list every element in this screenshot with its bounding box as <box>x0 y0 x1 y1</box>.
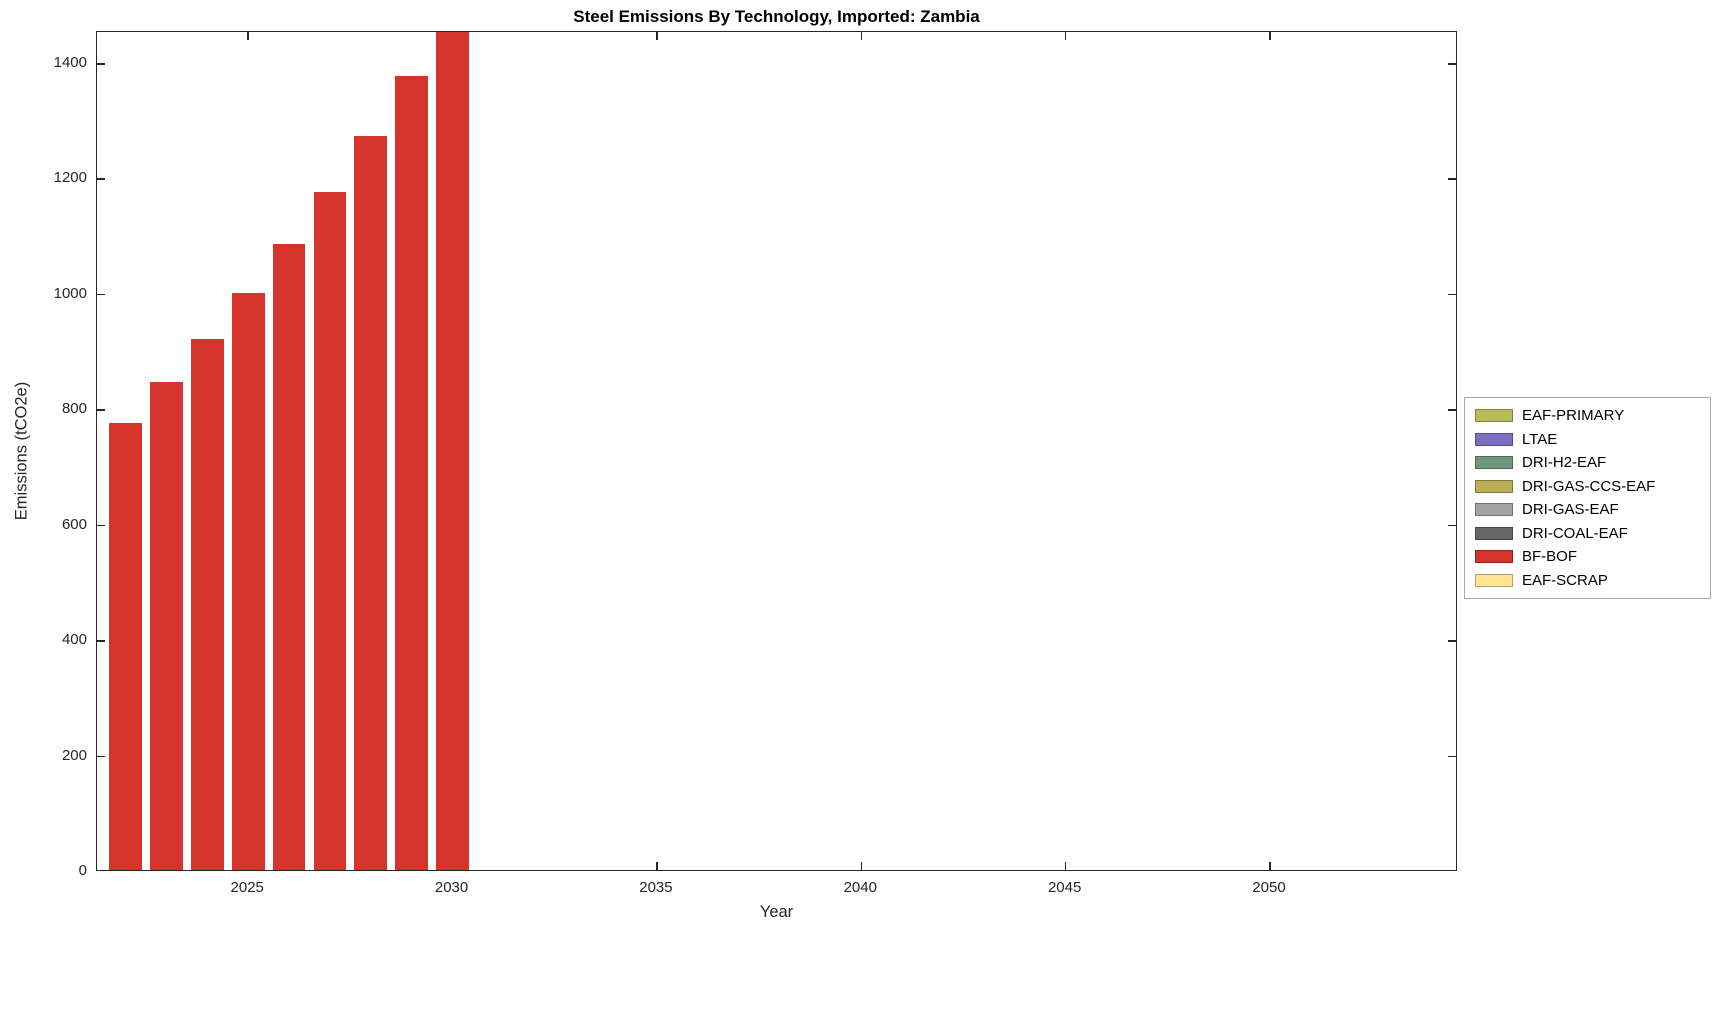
legend-item: EAF-PRIMARY <box>1475 404 1700 428</box>
y-tick-label: 1000 <box>53 284 87 302</box>
bar-bf-bof <box>436 32 469 870</box>
y-tick-mark-right <box>1448 409 1456 411</box>
y-tick-mark-right <box>1448 640 1456 642</box>
bar-bf-bof <box>395 76 429 870</box>
x-tick-mark-top <box>656 32 658 40</box>
legend-label: EAF-PRIMARY <box>1522 407 1625 425</box>
legend-label: DRI-H2-EAF <box>1522 454 1607 472</box>
x-tick-label: 2025 <box>230 879 264 896</box>
bar-bf-bof <box>354 135 388 870</box>
legend-item: DRI-COAL-EAF <box>1475 522 1700 546</box>
x-tick-mark-top <box>247 32 249 40</box>
x-tick-mark-top <box>860 32 863 40</box>
y-tick-mark-right <box>1448 524 1456 527</box>
y-tick-mark <box>97 63 105 65</box>
legend-label: DRI-COAL-EAF <box>1522 524 1628 542</box>
legend-swatch <box>1475 503 1513 517</box>
x-tick-label: 2040 <box>843 879 877 896</box>
y-tick-label: 800 <box>61 400 87 418</box>
bar-bf-bof <box>150 382 183 870</box>
y-tick-mark-right <box>1448 293 1456 296</box>
y-tick-label: 1200 <box>53 169 87 187</box>
x-tick-label: 2045 <box>1047 879 1082 896</box>
y-tick-mark-right <box>1448 178 1456 180</box>
legend-swatch <box>1475 456 1513 470</box>
legend-swatch <box>1475 526 1513 540</box>
legend-item: DRI-GAS-CCS-EAF <box>1475 475 1700 499</box>
legend-item: BF-BOF <box>1475 545 1700 569</box>
legend-swatch <box>1475 479 1513 493</box>
legend-label: LTAE <box>1522 430 1558 448</box>
y-tick-mark-right <box>1448 63 1456 65</box>
bar-bf-bof <box>191 338 224 870</box>
legend-item: LTAE <box>1475 428 1700 452</box>
bar-bf-bof <box>231 292 265 870</box>
x-tick-label: 2030 <box>434 879 469 896</box>
legend-swatch <box>1475 409 1513 423</box>
y-tick-label: 0 <box>78 862 87 879</box>
legend: EAF-PRIMARY LTAE DRI-H2-EAF DRI-GAS-CCS-EAF… <box>1464 397 1711 599</box>
x-tick-mark <box>860 862 863 870</box>
legend-item: DRI-H2-EAF <box>1475 451 1700 475</box>
bar-bf-bof <box>272 243 306 870</box>
legend-swatch <box>1475 432 1513 446</box>
legend-swatch <box>1475 550 1513 564</box>
y-tick-mark <box>97 640 105 642</box>
y-tick-mark <box>97 409 105 411</box>
y-tick-mark <box>97 755 105 758</box>
x-tick-mark <box>1269 862 1271 870</box>
x-tick-label: 2050 <box>1252 879 1286 896</box>
x-tick-mark <box>1064 862 1067 870</box>
y-tick-label: 200 <box>61 746 87 764</box>
legend-label: EAF-SCRAP <box>1522 571 1608 589</box>
plot-area <box>96 31 1457 871</box>
legend-swatch <box>1475 573 1513 587</box>
y-tick-label: 400 <box>61 631 87 649</box>
x-tick-label: 2035 <box>639 879 673 896</box>
y-tick-mark <box>97 178 105 180</box>
legend-label: DRI-GAS-EAF <box>1522 501 1619 519</box>
y-tick-mark <box>97 293 105 296</box>
legend-label: BF-BOF <box>1522 548 1577 566</box>
y-tick-mark <box>97 524 105 527</box>
legend-label: DRI-GAS-CCS-EAF <box>1522 477 1656 495</box>
legend-item: DRI-GAS-EAF <box>1475 498 1700 522</box>
x-axis-label: Year <box>759 903 794 921</box>
bar-bf-bof <box>109 422 142 870</box>
y-tick-label: 1400 <box>53 53 87 71</box>
x-tick-mark <box>656 862 658 870</box>
bar-bf-bof <box>313 191 347 870</box>
x-tick-mark-top <box>1064 32 1067 40</box>
chart-title: Steel Emissions By Technology, Imported:… <box>573 7 980 26</box>
legend-item: EAF-SCRAP <box>1475 569 1700 593</box>
y-tick-mark-right <box>1448 755 1456 758</box>
y-tick-label: 600 <box>61 515 87 533</box>
x-tick-mark-top <box>1269 32 1271 40</box>
